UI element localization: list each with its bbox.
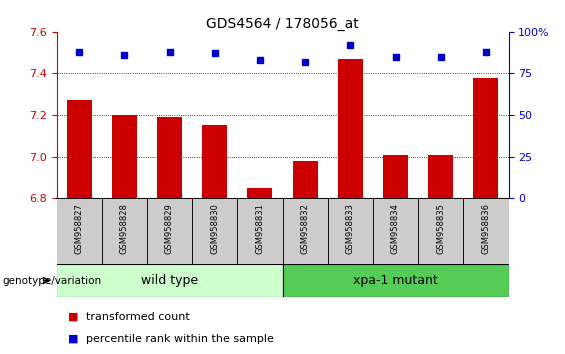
Text: GSM958829: GSM958829 — [165, 204, 174, 254]
Bar — [463, 198, 508, 264]
Bar — [428, 155, 453, 198]
Bar — [338, 59, 363, 198]
Title: GDS4564 / 178056_at: GDS4564 / 178056_at — [206, 17, 359, 31]
Bar — [383, 155, 408, 198]
Text: GSM958834: GSM958834 — [391, 204, 400, 255]
Text: GSM958828: GSM958828 — [120, 204, 129, 255]
Text: genotype/variation: genotype/variation — [3, 275, 102, 286]
Text: GSM958830: GSM958830 — [210, 204, 219, 255]
Text: wild type: wild type — [141, 274, 198, 287]
Bar — [282, 264, 508, 297]
Text: GSM958827: GSM958827 — [75, 204, 84, 255]
Bar — [293, 161, 318, 198]
Bar — [56, 198, 102, 264]
Text: GSM958835: GSM958835 — [436, 204, 445, 255]
Bar — [237, 198, 282, 264]
Text: xpa-1 mutant: xpa-1 mutant — [353, 274, 438, 287]
Bar — [102, 198, 147, 264]
Bar — [112, 115, 137, 198]
Bar — [282, 198, 328, 264]
Bar — [473, 78, 498, 198]
Bar — [192, 198, 237, 264]
Bar — [247, 188, 272, 198]
Text: transformed count: transformed count — [86, 312, 190, 322]
Text: GSM958831: GSM958831 — [255, 204, 264, 255]
Text: percentile rank within the sample: percentile rank within the sample — [86, 334, 274, 344]
Text: ■: ■ — [68, 334, 79, 344]
Bar — [202, 125, 227, 198]
Bar — [328, 198, 373, 264]
Text: ■: ■ — [68, 312, 79, 322]
Text: GSM958832: GSM958832 — [301, 204, 310, 255]
Bar — [373, 198, 418, 264]
Bar — [418, 198, 463, 264]
Bar — [157, 117, 182, 198]
Bar — [56, 264, 282, 297]
Text: GSM958836: GSM958836 — [481, 204, 490, 255]
Bar — [67, 101, 92, 198]
Text: GSM958833: GSM958833 — [346, 204, 355, 255]
Bar — [147, 198, 192, 264]
